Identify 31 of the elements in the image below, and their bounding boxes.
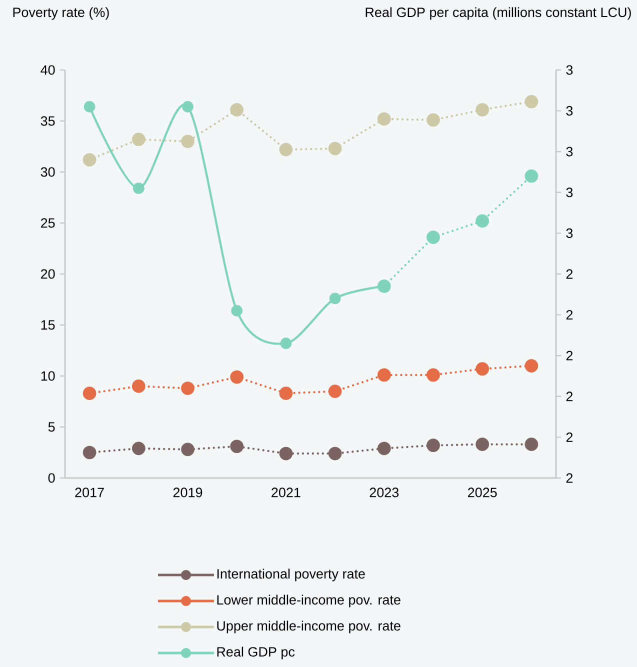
y2-tick-label: 3	[566, 65, 573, 75]
legend-label: Lower middle-income pov. rate	[217, 594, 400, 608]
x-tick-label: 2025	[468, 488, 497, 498]
y2-tick-label: 3	[566, 146, 573, 156]
y-tick-label: 40	[40, 65, 55, 75]
x-tick-label: 2019	[173, 488, 202, 498]
y-tick-label: 0	[48, 473, 55, 483]
y-tick-label: 5	[48, 422, 55, 432]
legend-label: Real GDP pc	[217, 646, 295, 660]
y2-tick-label: 2	[566, 473, 573, 483]
y2-tick-label: 3	[566, 106, 573, 116]
y2-tick-label: 2	[566, 350, 573, 360]
y-tick-label: 15	[41, 320, 55, 330]
y2-axis-title: Real GDP per capita (millions constant LCU)	[366, 7, 631, 20]
y2-tick-label: 2	[566, 432, 573, 442]
y-tick-label: 20	[40, 269, 55, 279]
legend-label: Upper middle-income pov. rate	[217, 620, 400, 634]
y2-tick-label: 3	[566, 228, 573, 238]
x-tick-label: 2017	[75, 488, 104, 498]
y-tick-label: 35	[40, 116, 55, 126]
y-tick-label: 25	[40, 218, 55, 228]
x-tick-label: 2023	[370, 488, 399, 498]
y-tick-label: 10	[41, 371, 55, 381]
x-tick-label: 2021	[272, 488, 300, 498]
y2-tick-label: 2	[566, 310, 573, 320]
y-axis-title: Poverty rate (%)	[13, 7, 109, 20]
y2-tick-label: 2	[566, 392, 573, 402]
y2-tick-label: 2	[566, 269, 573, 279]
y-tick-label: 30	[40, 167, 55, 177]
y2-tick-label: 3	[566, 188, 573, 198]
legend-label: International poverty rate	[217, 568, 365, 582]
